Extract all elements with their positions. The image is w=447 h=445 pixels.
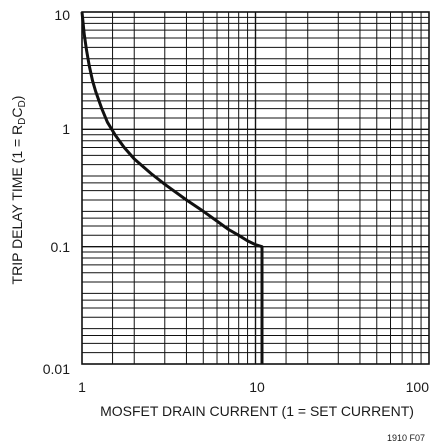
y-tick-label-1: 1 bbox=[62, 121, 70, 137]
y-tick-label-10: 10 bbox=[54, 7, 70, 23]
x-axis-label: MOSFET DRAIN CURRENT (1 = SET CURRENT) bbox=[100, 403, 414, 419]
y-axis-label: TRIP DELAY TIME (1 = RDCD) bbox=[9, 96, 28, 285]
x-tick-label-10: 10 bbox=[249, 379, 265, 395]
y-axis-label-suffix: ) bbox=[9, 96, 25, 101]
figure-id: 1910 F07 bbox=[387, 433, 425, 443]
y-axis-label-sub1: D bbox=[17, 118, 28, 125]
y-tick-label-0.01: 0.01 bbox=[43, 361, 70, 377]
y-tick-label-0.1: 0.1 bbox=[51, 239, 71, 255]
series-line bbox=[80, 11, 264, 364]
y-axis-label-prefix: TRIP DELAY TIME (1 = R bbox=[9, 125, 25, 285]
y-axis-label-sub2: D bbox=[17, 100, 28, 107]
x-tick-label-1: 1 bbox=[78, 379, 86, 395]
y-axis-label-mid: C bbox=[9, 107, 25, 117]
grid-lines bbox=[82, 12, 429, 364]
x-tick-label-100: 100 bbox=[406, 379, 430, 395]
plot-frame bbox=[81, 11, 430, 365]
